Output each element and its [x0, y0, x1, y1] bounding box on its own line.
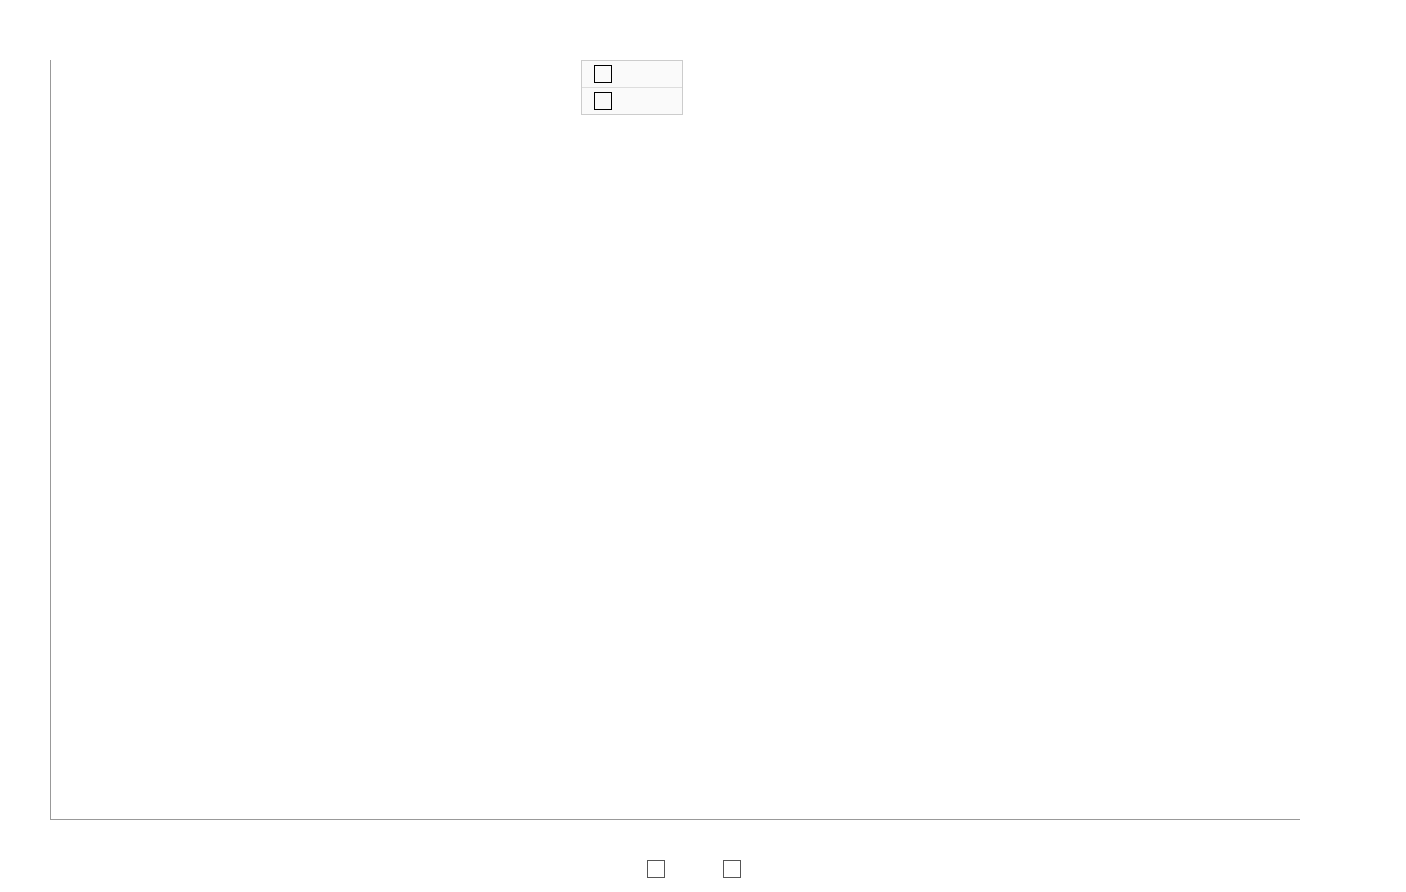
correlation-legend-box [581, 60, 683, 115]
legend-row-panama [582, 88, 682, 114]
scatter-plot-area [50, 60, 1300, 820]
legend-item-saudi [647, 860, 683, 878]
swatch-saudi [647, 860, 665, 878]
swatch-saudi [594, 65, 612, 83]
swatch-panama [594, 92, 612, 110]
series-legend [0, 860, 1406, 878]
legend-row-saudi [582, 61, 682, 88]
swatch-panama [723, 860, 741, 878]
legend-item-panama [723, 860, 759, 878]
